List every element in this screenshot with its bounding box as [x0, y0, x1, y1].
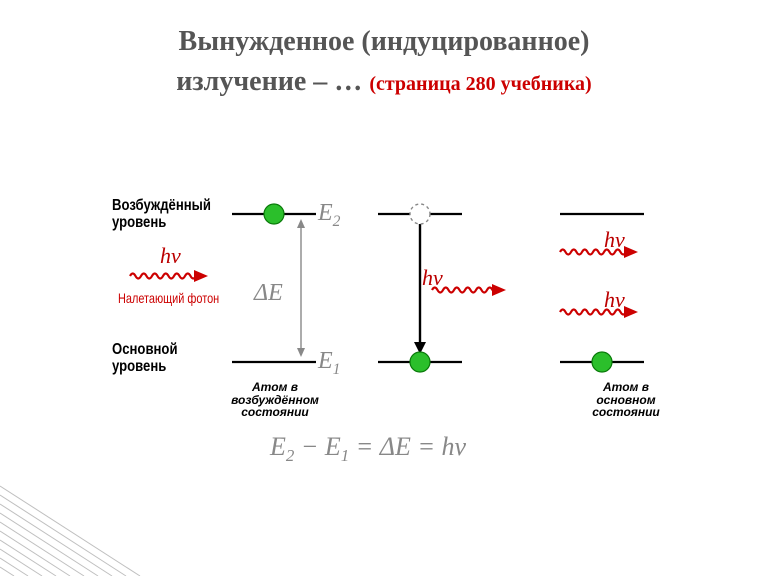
corner-decoration — [0, 486, 140, 576]
